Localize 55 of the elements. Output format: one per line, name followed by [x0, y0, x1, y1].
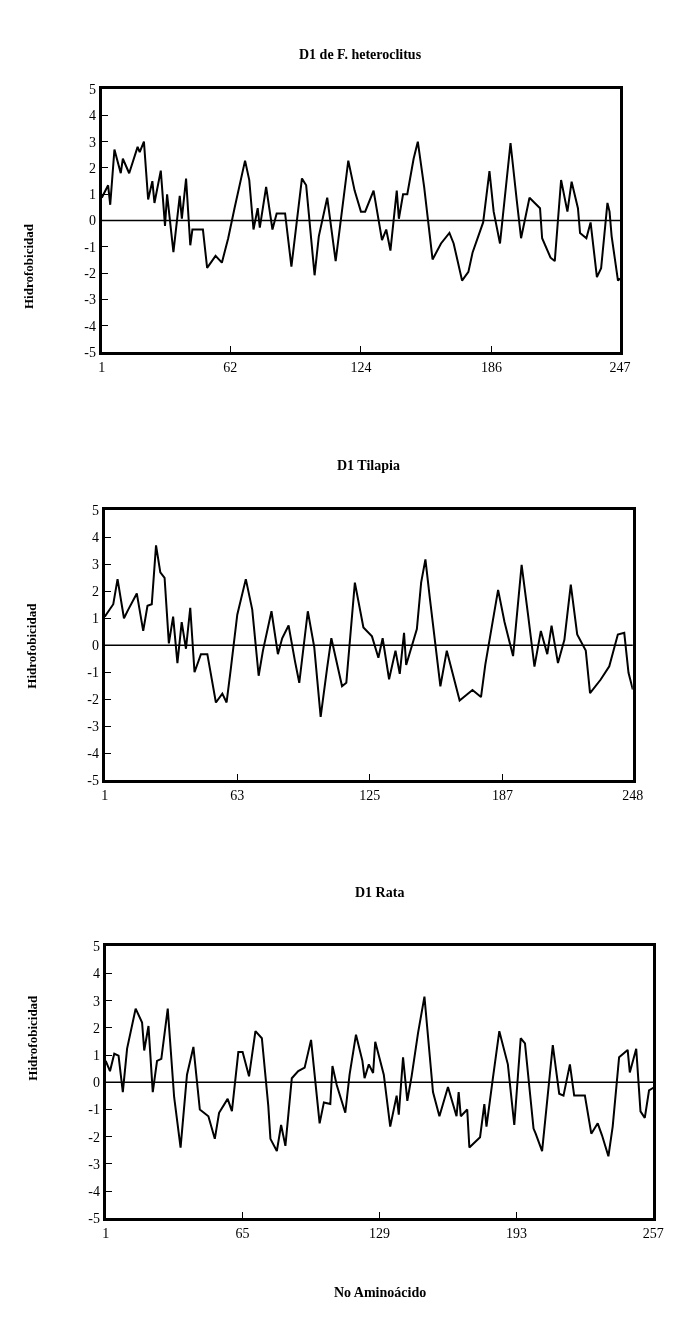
- y-tick-label: 4: [91, 530, 99, 546]
- y-tick-label: -4: [88, 1183, 100, 1199]
- x-tick-label: 125: [359, 788, 381, 804]
- y-tick-label: 4: [92, 966, 100, 982]
- x-tick-label: 129: [369, 1226, 391, 1242]
- line-series: [105, 995, 654, 1158]
- y-tick-label: 1: [88, 187, 96, 203]
- x-tick-label: 186: [481, 359, 503, 375]
- x-tick-label: 124: [350, 359, 372, 375]
- y-tick-label: -5: [87, 773, 99, 789]
- y-tick-label: 0: [92, 1075, 100, 1091]
- x-tick-label: 247: [609, 359, 631, 375]
- y-tick-label: 5: [88, 81, 96, 97]
- y-tick-label: 1: [91, 611, 99, 627]
- y-tick-label: -1: [84, 239, 96, 255]
- x-tick-label: 1: [102, 1226, 110, 1242]
- y-tick-label: 2: [88, 160, 96, 176]
- y-tick-label: 1: [92, 1047, 100, 1063]
- y-tick-label: -4: [84, 318, 96, 334]
- x-tick-label: 63: [230, 788, 245, 804]
- y-tick-label: -1: [87, 665, 99, 681]
- y-tick-label: 2: [91, 584, 99, 600]
- y-tick-label: -3: [87, 719, 99, 735]
- y-tick-label: 5: [92, 939, 100, 955]
- y-tick-label: 5: [91, 503, 99, 519]
- y-tick-label: -3: [88, 1156, 100, 1172]
- y-tick-label: -5: [88, 1211, 100, 1227]
- y-tick-label: 0: [91, 638, 99, 654]
- x-tick-label: 65: [235, 1226, 250, 1242]
- x-tick-label: 257: [642, 1226, 664, 1242]
- x-tick-label: 193: [505, 1226, 527, 1242]
- y-tick-label: 2: [92, 1020, 100, 1036]
- y-axis-title: Hidrofobicidad: [24, 602, 40, 689]
- y-tick-label: -3: [84, 292, 96, 308]
- chart-title: D1 Tilapia: [337, 458, 400, 473]
- y-tick-label: -5: [84, 344, 96, 360]
- y-tick-label: 0: [88, 213, 96, 229]
- x-tick-label: 248: [622, 788, 644, 804]
- y-axis-title: Hidrofobicidad: [20, 223, 36, 310]
- y-tick-label: -2: [87, 692, 99, 708]
- chart-title: D1 de F. heteroclitus: [299, 47, 422, 62]
- y-tick-label: 4: [88, 108, 96, 124]
- y-tick-label: -2: [84, 266, 96, 282]
- y-tick-label: -4: [87, 746, 99, 762]
- x-tick-label: 62: [223, 359, 238, 375]
- x-axis-title: No Aminoácido: [334, 1285, 427, 1300]
- line-series: [101, 140, 621, 282]
- y-axis-title: Hidrofobicidad: [25, 994, 41, 1081]
- chart-title: D1 Rata: [355, 885, 405, 900]
- x-tick-label: 187: [491, 788, 513, 804]
- y-tick-label: -2: [88, 1129, 100, 1145]
- y-tick-label: 3: [92, 993, 100, 1009]
- y-tick-label: 3: [88, 134, 96, 150]
- y-tick-label: -1: [88, 1102, 100, 1118]
- y-tick-label: 3: [91, 557, 99, 573]
